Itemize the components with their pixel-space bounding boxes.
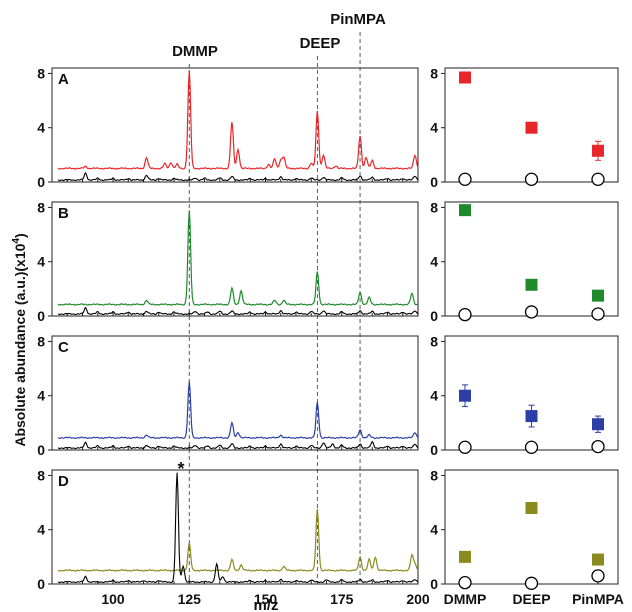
compound-label-pinmpa: PinMPA [330,11,386,28]
x-axis-title: m/z [253,597,278,612]
circle-marker-d-0 [458,575,472,590]
x-tick-label-175: 175 [330,591,354,607]
circle-marker-c-2 [591,439,605,454]
x-tick-label-200: 200 [406,591,430,607]
spectrum-ytick-label-d-4: 4 [37,522,45,538]
spectrum-line-a-sample [57,70,419,170]
circle-marker-d-2 [591,569,605,583]
scatter-ytick-label-a-0: 0 [430,174,438,190]
circle-marker-a-0 [458,172,472,186]
square-marker-b-2 [592,289,604,302]
x-tick-label-150: 150 [254,591,278,607]
scatter-ytick-label-d-8: 8 [430,467,438,483]
panel-letter-b: B [58,205,69,222]
spectrum-ytick-label-c-0: 0 [37,442,45,458]
circle-marker-b-0 [458,307,472,322]
circle-marker-a-1 [524,172,539,186]
circle-marker-c-0 [458,440,472,454]
circle-marker-a-2 [591,172,605,186]
square-marker-d-1 [525,502,538,514]
square-marker-a-0 [459,71,471,84]
square-marker-c-1 [525,410,538,423]
scatter-ytick-label-c-8: 8 [430,333,438,349]
panel-letter-d: D [58,473,69,490]
scatter-layer: 0 4 8 0 4 8 0 4 8 0 4 8 DMMP DEEP PinMPA [430,65,624,607]
spectrum-line-c-control [57,440,419,450]
square-marker-a-1 [525,121,538,134]
y-axis-title: Absolute abundance (a.u.)(x104) [11,233,28,446]
square-marker-b-0 [459,204,471,217]
compound-label-deep: DEEP [300,35,341,52]
spectrum-line-d-control [57,472,419,584]
scatter-ytick-label-a-4: 4 [430,120,438,136]
spectrum-ytick-label-b-4: 4 [37,254,45,270]
spectrum-frame-b [51,201,419,317]
spectrum-ytick-label-b-8: 8 [37,199,45,215]
spectrum-ytick-label-c-4: 4 [37,388,45,404]
spectrum-ytick-label-d-0: 0 [37,576,45,592]
x-tick-label-100: 100 [101,591,125,607]
scatter-ytick-label-d-0: 0 [430,576,438,592]
category-label-pinmpa: PinMPA [572,591,624,607]
spectrum-line-b-control [57,306,419,316]
category-label-dmmp: DMMP [444,591,487,607]
scatter-ytick-label-d-4: 4 [430,522,438,538]
scatter-ytick-label-c-4: 4 [430,388,438,404]
scatter-ytick-label-b-0: 0 [430,308,438,324]
spectrum-ytick-label-a-8: 8 [37,65,45,81]
spectrum-line-c-sample [57,381,419,440]
compound-label-dmmp: DMMP [172,43,218,60]
spectrum-frame-c [51,335,419,451]
category-label-deep: DEEP [512,591,550,607]
square-marker-d-0 [459,550,471,563]
spectrum-ytick-label-a-0: 0 [37,174,45,190]
square-marker-d-2 [592,553,604,566]
spectrum-ytick-label-d-8: 8 [37,467,45,483]
spectrum-ytick-label-b-0: 0 [37,308,45,324]
circle-marker-c-1 [524,440,539,454]
panel-letter-c: C [58,339,69,356]
panel-letter-a: A [58,71,69,88]
scatter-ytick-label-b-8: 8 [430,199,438,215]
spectrum-ytick-label-a-4: 4 [37,120,45,136]
square-marker-c-0 [459,389,471,402]
square-marker-b-1 [525,278,538,291]
asterisk-marker: * [177,459,184,479]
scatter-ytick-label-a-8: 8 [430,65,438,81]
spectrum-line-b-sample [57,210,419,306]
circle-marker-d-1 [524,576,539,590]
x-tick-label-125: 125 [178,591,202,607]
scatter-ytick-label-b-4: 4 [430,254,438,270]
square-marker-c-2 [592,418,604,431]
scatter-frame-d [444,469,619,585]
scatter-ytick-label-c-0: 0 [430,442,438,458]
circle-marker-b-2 [591,307,605,321]
spectrum-line-d-sample [57,508,419,572]
square-marker-a-2 [592,144,604,157]
spectrum-frame-d [51,469,419,585]
circle-marker-b-1 [524,305,539,319]
spectrum-ytick-label-c-8: 8 [37,333,45,349]
spectrum-line-a-control [57,171,419,182]
